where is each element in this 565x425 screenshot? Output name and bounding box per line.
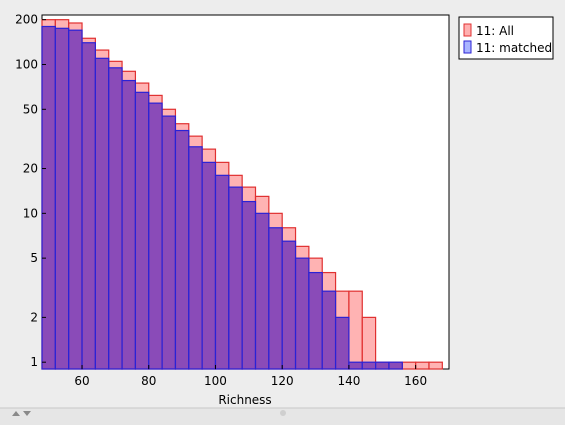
bar-matched-108	[241, 200, 257, 370]
legend-label-all: 11: All	[476, 24, 514, 38]
bar-matched-56	[68, 29, 83, 370]
bar-matched-84	[161, 115, 177, 370]
x-tick-label-100: 100	[204, 374, 227, 388]
bottom-toolbar	[0, 407, 565, 425]
legend-swatch-all	[463, 23, 472, 37]
x-tick-label-60: 60	[74, 374, 89, 388]
x-tick-label-120: 120	[271, 374, 294, 388]
bar-matched-136	[334, 316, 350, 370]
bar-matched-80	[148, 102, 163, 370]
bar-all-140	[348, 290, 363, 370]
legend-swatch-matched	[463, 40, 472, 54]
legend-box	[458, 16, 554, 60]
bar-all-164	[428, 361, 443, 370]
legend: 11: All 11: matched	[458, 16, 554, 60]
toolbar-strip	[0, 408, 565, 425]
y-tick-label-2: 2	[30, 310, 38, 324]
bar-matched-148	[375, 361, 390, 370]
bar-all-144	[361, 316, 377, 370]
scroll-down-icon[interactable]	[23, 411, 31, 416]
bar-matched-96	[201, 161, 217, 370]
bar-matched-140	[348, 361, 363, 370]
y-axis-ticks: 1 2 5 10 20 50 100 200	[15, 13, 46, 369]
bar-matched-72	[121, 79, 137, 370]
y-tick-label-100: 100	[15, 57, 38, 71]
bar-matched-104	[228, 186, 243, 370]
series-matched-bars	[41, 25, 403, 370]
bar-matched-64	[94, 57, 110, 370]
bar-matched-112	[254, 212, 270, 370]
y-tick-label-1: 1	[30, 355, 38, 369]
resize-handle-icon[interactable]	[280, 410, 286, 416]
y-tick-label-10: 10	[23, 206, 38, 220]
bar-all-156	[401, 361, 417, 370]
scroll-up-icon[interactable]	[12, 411, 20, 416]
bar-matched-116	[268, 227, 283, 370]
x-axis-ticks: 60 80 100 120 140 160	[74, 365, 427, 388]
bar-matched-88	[174, 129, 190, 370]
y-tick-label-200: 200	[15, 13, 38, 27]
x-tick-label-80: 80	[141, 374, 156, 388]
bar-matched-60	[81, 42, 96, 370]
bar-all-160	[415, 361, 430, 370]
bar-matched-52	[54, 27, 70, 370]
bar-matched-124	[294, 257, 310, 370]
bar-matched-144	[361, 361, 377, 370]
bar-matched-68	[108, 67, 123, 370]
y-tick-label-20: 20	[23, 162, 38, 176]
bar-matched-120	[281, 240, 297, 370]
y-tick-label-5: 5	[30, 251, 38, 265]
legend-label-matched: 11: matched	[476, 41, 552, 55]
y-tick-label-50: 50	[23, 102, 38, 116]
bar-matched-128	[308, 271, 323, 370]
bar-matched-76	[134, 91, 150, 370]
bar-matched-132	[321, 290, 337, 370]
x-tick-label-160: 160	[404, 374, 427, 388]
x-axis-label: Richness	[218, 393, 271, 407]
bar-matched-92	[188, 146, 203, 370]
bar-matched-100	[214, 174, 230, 370]
x-tick-label-140: 140	[337, 374, 360, 388]
bar-matched-152	[388, 361, 403, 370]
